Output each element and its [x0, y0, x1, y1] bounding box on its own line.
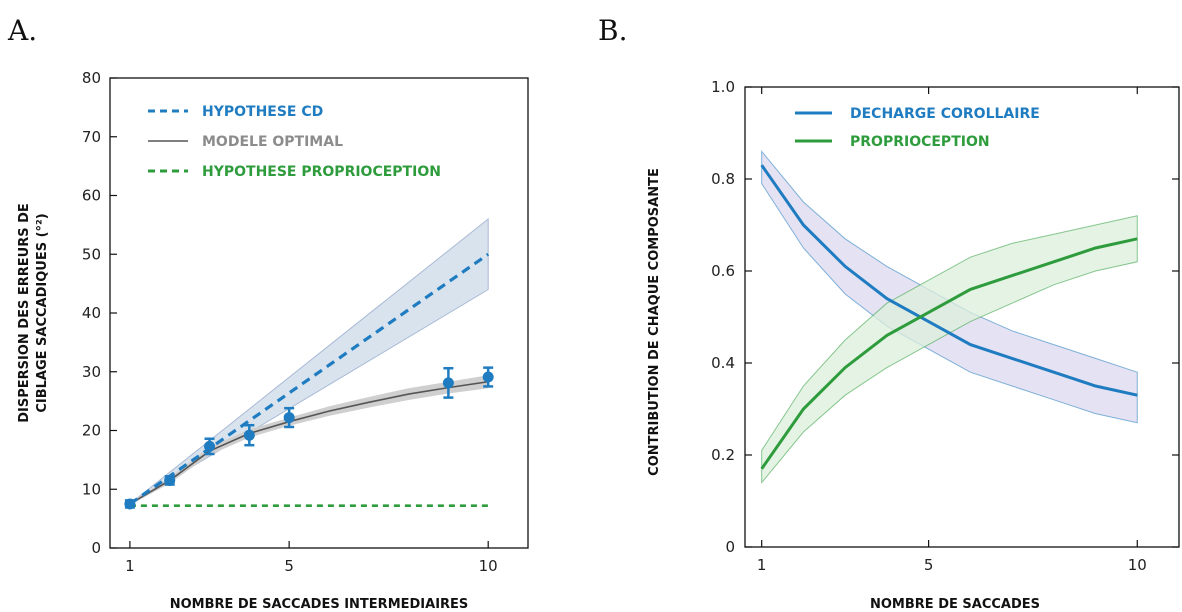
legend-label-hypothese-proprioception: HYPOTHESE PROPRIOCEPTION	[202, 164, 441, 180]
data-point-6	[442, 366, 454, 399]
y-tick-label-10: 10	[82, 480, 101, 498]
data-marker	[482, 371, 494, 383]
data-marker	[442, 377, 454, 389]
band-proprioception	[761, 215, 1138, 484]
panel-b-frame	[744, 86, 1180, 548]
y-tick-label-0.6: 0.6	[711, 262, 735, 280]
panel-a-y-ticks: 0 10 20 30 40 50 60 70 80	[82, 69, 117, 557]
y-tick-label-50: 50	[82, 245, 101, 263]
panel-a-bands	[129, 217, 489, 506]
band-decharge-corollaire	[761, 150, 1138, 424]
panel-b: B. 00.20.40.60.81.0 1 5 10 NOMBRE DE SACCA…	[598, 14, 1180, 612]
line-decharge-corollaire	[760, 164, 1138, 397]
y-tick-label-0: 0	[725, 538, 735, 556]
y-tick-label-40: 40	[82, 304, 101, 322]
x-tick-label-5: 5	[924, 556, 934, 574]
panel-b-y-axis-title: CONTRIBUTION DE CHAQUE COMPOSANTE	[647, 168, 662, 476]
x-tick-label-10: 10	[479, 557, 498, 575]
data-point-4	[243, 423, 255, 447]
y-tick-label-80: 80	[82, 69, 101, 87]
data-marker	[124, 498, 136, 510]
line-modele-optimal	[129, 380, 489, 505]
band-hypothese-cd	[129, 217, 489, 505]
data-marker	[204, 440, 216, 452]
y-tick-label-30: 30	[82, 363, 101, 381]
line-proprioception	[760, 237, 1138, 470]
data-point-2	[164, 474, 176, 486]
data-point-3	[204, 437, 216, 456]
panel-a-label: A.	[7, 14, 37, 47]
panel-b-legend: DECHARGE COROLLAIRE PROPRIOCEPTION	[795, 106, 1040, 150]
y-tick-label-0.2: 0.2	[711, 446, 735, 464]
panel-a-points	[124, 366, 494, 510]
data-point-7	[482, 366, 494, 388]
panel-a-y-axis-title-line2: CIBLAGE SACCADIQUES (°²)	[35, 213, 50, 412]
legend-label-decharge-corollaire: DECHARGE COROLLAIRE	[850, 106, 1040, 122]
legend-label-modele-optimal: MODELE OPTIMAL	[202, 134, 343, 150]
x-tick-label-1: 1	[757, 556, 767, 574]
data-point-5	[283, 406, 295, 429]
x-tick-label-10: 10	[1128, 556, 1147, 574]
panel-b-lines	[760, 164, 1138, 470]
data-marker	[283, 412, 295, 424]
y-tick-label-1.0: 1.0	[711, 78, 735, 96]
y-tick-label-0.8: 0.8	[711, 170, 735, 188]
y-tick-label-20: 20	[82, 422, 101, 440]
data-point-1	[124, 498, 136, 510]
panel-b-bands	[761, 150, 1138, 484]
legend-label-proprioception: PROPRIOCEPTION	[850, 134, 990, 150]
panel-a-x-axis-title: NOMBRE DE SACCADES INTERMEDIAIRES	[170, 597, 469, 612]
data-marker	[164, 474, 176, 486]
y-tick-label-0.4: 0.4	[711, 354, 735, 372]
panel-a-y-axis-title-line1: DISPERSION DES ERREURS DE	[17, 203, 32, 423]
y-tick-label-70: 70	[82, 128, 101, 146]
data-marker	[243, 429, 255, 441]
panel-b-x-ticks: 1 5 10	[757, 87, 1147, 574]
panel-a-lines	[128, 252, 490, 507]
line-hypothese-cd	[128, 252, 490, 506]
x-tick-label-1: 1	[125, 557, 135, 575]
panel-b-y-ticks: 0 0.2 0.4 0.6 0.8 1.0	[711, 78, 1179, 556]
x-tick-label-5: 5	[284, 557, 294, 575]
panel-a-x-ticks: 1 5 10	[125, 541, 498, 575]
band-modele-optimal	[129, 375, 489, 506]
panel-b-label: B.	[598, 14, 627, 47]
panel-b-x-axis-title: NOMBRE DE SACCADES	[870, 597, 1040, 612]
panel-a-legend: HYPOTHESE CD MODELE OPTIMAL HYPOTHESE PR…	[148, 104, 441, 180]
y-tick-label-0: 0	[91, 539, 101, 557]
legend-label-hypothese-cd: HYPOTHESE CD	[202, 104, 323, 120]
y-tick-label-60: 60	[82, 187, 101, 205]
